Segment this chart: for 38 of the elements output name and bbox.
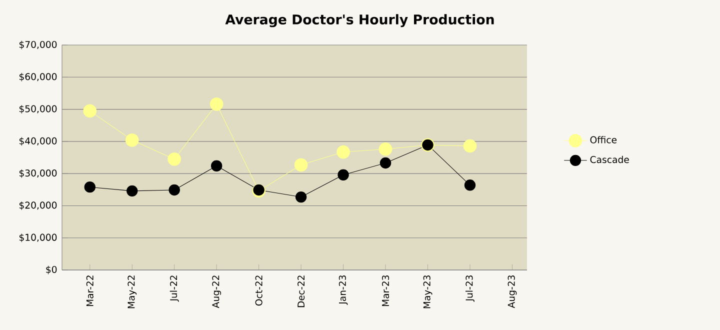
y-tick-label: $30,000 — [19, 169, 57, 178]
x-tick-label: Aug-23 — [508, 275, 517, 308]
chart-title: Average Doctor's Hourly Production — [225, 14, 494, 28]
legend-label: Cascade — [590, 156, 629, 164]
y-tick-label: $60,000 — [19, 72, 57, 82]
x-tick-label: Jan-23 — [338, 275, 348, 305]
point — [125, 133, 139, 147]
y-tick-label: $40,000 — [19, 137, 57, 146]
point — [168, 184, 180, 196]
point — [126, 185, 138, 197]
x-tick-label: Jul-23 — [466, 275, 474, 302]
point — [378, 142, 392, 156]
point — [83, 104, 97, 118]
point — [338, 169, 349, 180]
point — [210, 97, 224, 111]
point — [168, 152, 182, 166]
x-tick-label: Jul-22 — [170, 276, 179, 302]
y-tick-label: $0 — [46, 266, 57, 274]
point — [295, 191, 307, 203]
point — [336, 145, 350, 159]
point — [380, 157, 392, 169]
x-tick-label: May-23 — [423, 275, 432, 308]
y-tick-label: $70,000 — [19, 40, 57, 50]
y-tick-label: $20,000 — [19, 201, 57, 210]
y-tick-label: $10,000 — [19, 234, 57, 242]
point — [464, 180, 476, 191]
x-tick-label: Aug-22 — [212, 276, 222, 308]
legend-label: Office — [590, 136, 617, 144]
x-tick-label: Mar-23 — [382, 275, 390, 306]
point — [294, 158, 308, 172]
point — [210, 160, 222, 172]
x-tick-label: Oct-22 — [255, 276, 262, 306]
y-tick-label: $50,000 — [19, 105, 57, 114]
x-tick-label: Dec-22 — [298, 276, 305, 308]
x-tick-label: May-22 — [128, 276, 137, 308]
point — [463, 139, 477, 153]
x-tick-label: Mar-22 — [86, 276, 94, 306]
point — [84, 181, 96, 193]
